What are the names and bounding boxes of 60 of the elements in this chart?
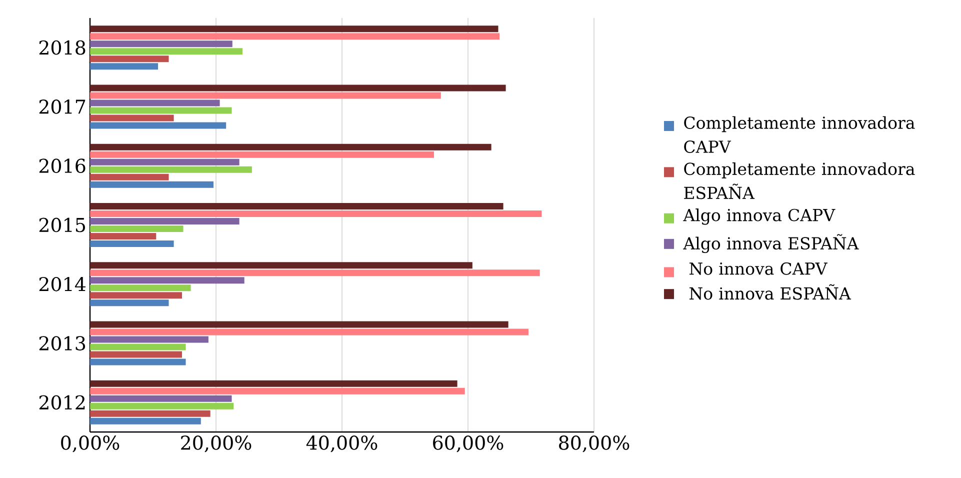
bar <box>90 388 465 394</box>
bar <box>90 122 226 129</box>
y-tick-label: 2016 <box>39 158 86 174</box>
bar <box>90 210 542 217</box>
bar <box>90 232 156 240</box>
bar <box>90 351 182 358</box>
x-tick-label: 20,00% <box>181 436 252 452</box>
bar <box>90 336 208 343</box>
bar <box>90 218 240 224</box>
bar <box>90 56 169 62</box>
bar <box>90 40 232 48</box>
bar <box>90 380 458 387</box>
x-tick-label: 0,00% <box>61 436 120 452</box>
bar <box>90 328 528 336</box>
bar <box>90 107 232 114</box>
bar <box>90 292 182 299</box>
bar <box>90 151 434 158</box>
bar <box>90 181 214 188</box>
bar <box>90 114 174 122</box>
bar <box>90 344 186 350</box>
y-tick-label: 2012 <box>39 395 85 410</box>
bar <box>90 240 174 247</box>
y-tick-label: 2013 <box>39 336 86 350</box>
x-tick-label: 40,00% <box>306 436 378 452</box>
legend-label: Completamente innovadora CAPV <box>684 116 915 153</box>
x-tick-label: 80,00% <box>559 436 630 452</box>
bar <box>90 395 232 402</box>
bar <box>90 270 540 276</box>
bar <box>90 202 504 210</box>
y-tick-label: 2015 <box>39 218 85 232</box>
legend-label: No innova ESPAÑA <box>690 284 852 300</box>
bar <box>90 100 220 106</box>
bar <box>90 300 169 306</box>
bar <box>90 410 210 417</box>
bar <box>90 174 169 180</box>
bar <box>90 48 242 55</box>
bar <box>90 277 244 284</box>
bar <box>90 284 191 292</box>
bar <box>90 63 158 70</box>
legend-label: No innova CAPV <box>690 262 828 275</box>
y-tick-label: 2017 <box>39 100 86 114</box>
x-tick-label: 60,00% <box>433 436 504 452</box>
bar <box>90 84 506 92</box>
bar <box>90 358 186 366</box>
bar <box>90 144 492 150</box>
y-tick-label: 2014 <box>39 276 86 292</box>
bar <box>90 33 500 40</box>
bar <box>90 321 508 328</box>
bar <box>90 92 441 99</box>
bar <box>90 158 240 166</box>
legend-label: Algo innova ESPAÑA <box>683 234 859 253</box>
bar <box>90 26 498 32</box>
y-tick-label: 2018 <box>39 40 86 55</box>
bar <box>90 225 184 232</box>
bar <box>90 418 201 424</box>
bar <box>90 166 252 173</box>
bar <box>90 402 234 410</box>
legend-label: Algo innova CAPV <box>683 208 836 225</box>
bar <box>90 262 472 269</box>
legend-label: Completamente innovadora ESPAÑA <box>684 162 915 200</box>
